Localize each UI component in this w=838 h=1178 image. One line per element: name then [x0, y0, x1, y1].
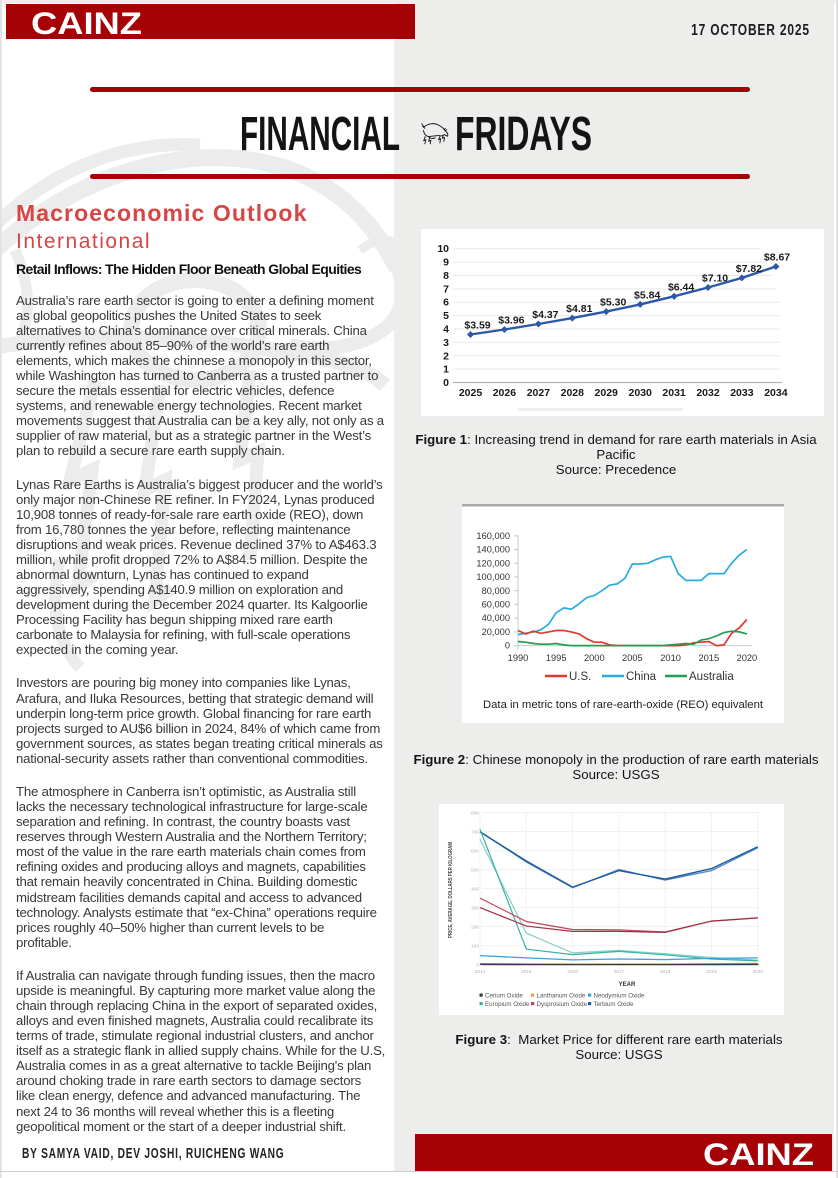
- svg-text:800: 800: [471, 811, 479, 816]
- svg-text:2034: 2034: [764, 387, 788, 399]
- svg-text:2014: 2014: [475, 969, 486, 974]
- svg-text:40,000: 40,000: [482, 613, 510, 623]
- svg-text:2015: 2015: [521, 969, 532, 974]
- svg-text:CAINZ: CAINZ: [31, 5, 142, 41]
- svg-text:Data in metric tons of rare-ea: Data in metric tons of rare-earth-oxide …: [483, 699, 764, 711]
- svg-text:2030: 2030: [629, 387, 653, 399]
- svg-text:BY SAMYA VAID, DEV JOSHI, RUIC: BY SAMYA VAID, DEV JOSHI, RUICHENG WANG: [22, 1144, 284, 1162]
- svg-text:500: 500: [471, 868, 479, 873]
- svg-text:Terbium Oxide: Terbium Oxide: [594, 1001, 634, 1008]
- svg-text:140,000: 140,000: [476, 545, 510, 555]
- svg-text:1: 1: [443, 364, 449, 376]
- svg-text:160,000: 160,000: [476, 531, 510, 541]
- svg-text:2025: 2025: [459, 387, 483, 399]
- svg-text:2010: 2010: [660, 653, 681, 663]
- svg-text:60,000: 60,000: [482, 600, 510, 610]
- svg-text:$6.44: $6.44: [668, 281, 694, 293]
- svg-text:1990: 1990: [508, 653, 529, 663]
- svg-text:100,000: 100,000: [476, 572, 510, 582]
- svg-text:2026: 2026: [493, 387, 517, 399]
- svg-text:2017: 2017: [614, 969, 625, 974]
- svg-text:CAINZ: CAINZ: [703, 1136, 814, 1172]
- svg-text:200: 200: [471, 925, 479, 930]
- svg-text:2016: 2016: [567, 969, 578, 974]
- svg-text:Neodymium Oxide: Neodymium Oxide: [594, 992, 645, 999]
- svg-text:400: 400: [471, 887, 479, 892]
- svg-text:Cerium Oxide: Cerium Oxide: [485, 992, 523, 999]
- svg-text:8: 8: [443, 270, 449, 282]
- svg-text:10: 10: [437, 243, 449, 255]
- svg-text:3: 3: [443, 337, 449, 349]
- svg-text:2032: 2032: [696, 387, 720, 399]
- svg-text:FINANCIAL: FINANCIAL: [240, 108, 400, 161]
- svg-text:2018: 2018: [660, 969, 671, 974]
- svg-text:$4.81: $4.81: [566, 303, 592, 315]
- svg-text:2: 2: [443, 350, 449, 362]
- svg-text:$7.10: $7.10: [702, 273, 728, 285]
- svg-text:6: 6: [443, 297, 449, 309]
- svg-text:FRIDAYS: FRIDAYS: [455, 108, 592, 161]
- svg-text:2033: 2033: [730, 387, 754, 399]
- svg-text:120,000: 120,000: [476, 558, 510, 568]
- svg-text:17 OCTOBER 2025: 17 OCTOBER 2025: [691, 20, 810, 38]
- svg-text:5: 5: [443, 310, 449, 322]
- svg-text:2028: 2028: [561, 387, 585, 399]
- svg-text:2031: 2031: [662, 387, 686, 399]
- svg-text:2000: 2000: [584, 653, 605, 663]
- svg-text:2020: 2020: [753, 969, 764, 974]
- svg-text:2019: 2019: [706, 969, 717, 974]
- svg-text:$3.96: $3.96: [498, 315, 524, 327]
- svg-text:1995: 1995: [546, 653, 567, 663]
- svg-text:$5.30: $5.30: [600, 297, 626, 309]
- svg-text:80,000: 80,000: [482, 586, 510, 596]
- svg-text:China: China: [626, 671, 657, 683]
- svg-text:YEAR: YEAR: [619, 982, 636, 988]
- svg-text:PRICE, AVERAGE, DOLLARS PER KI: PRICE, AVERAGE, DOLLARS PER KILOGRAM: [448, 842, 454, 938]
- svg-text:$4.37: $4.37: [532, 309, 558, 321]
- svg-text:Australia: Australia: [689, 671, 734, 683]
- svg-text:100: 100: [471, 944, 479, 949]
- svg-text:2027: 2027: [527, 387, 551, 399]
- svg-text:Lanthanum Oxide: Lanthanum Oxide: [537, 992, 586, 999]
- svg-text:20,000: 20,000: [482, 627, 510, 637]
- svg-text:2029: 2029: [595, 387, 619, 399]
- svg-text:7: 7: [443, 283, 449, 295]
- svg-text:2015: 2015: [698, 653, 719, 663]
- svg-text:300: 300: [471, 906, 479, 911]
- svg-text:700: 700: [471, 830, 479, 835]
- svg-text:U.S.: U.S.: [569, 671, 591, 683]
- svg-text:600: 600: [471, 849, 479, 854]
- svg-text:Europium Oxide: Europium Oxide: [485, 1001, 530, 1008]
- svg-text:$7.82: $7.82: [736, 263, 762, 275]
- svg-text:$8.67: $8.67: [764, 252, 790, 264]
- svg-text:9: 9: [443, 257, 449, 269]
- svg-text:Dysprosium Oxide: Dysprosium Oxide: [537, 1001, 588, 1008]
- svg-text:0: 0: [505, 641, 510, 651]
- svg-text:$3.59: $3.59: [464, 320, 490, 332]
- svg-text:0: 0: [476, 963, 479, 968]
- svg-text:$5.84: $5.84: [634, 289, 660, 301]
- svg-text:0: 0: [443, 377, 449, 389]
- svg-text:2005: 2005: [622, 653, 643, 663]
- svg-text:2020: 2020: [737, 653, 758, 663]
- svg-text:4: 4: [443, 324, 449, 336]
